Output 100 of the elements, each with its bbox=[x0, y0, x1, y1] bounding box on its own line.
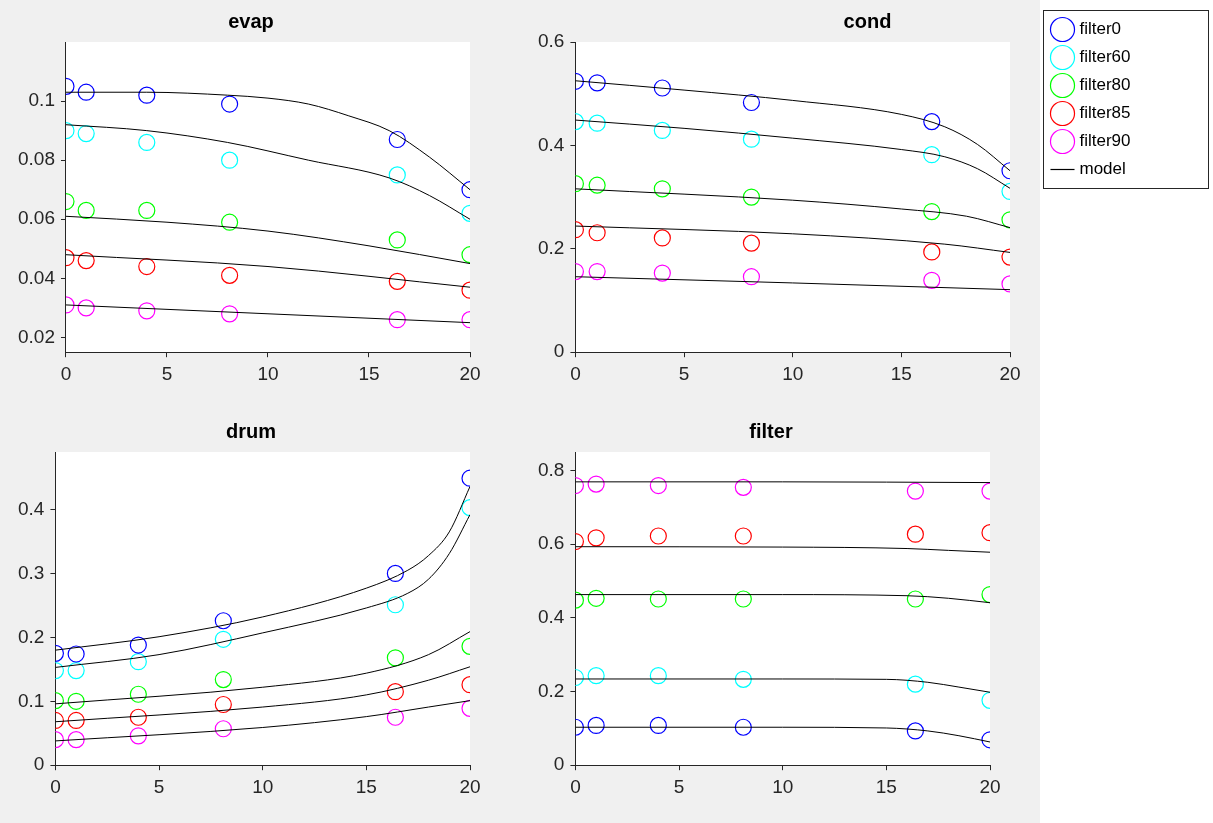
legend-label: filter60 bbox=[1079, 47, 1131, 67]
point bbox=[734, 478, 752, 496]
point bbox=[129, 653, 147, 671]
point bbox=[129, 636, 147, 654]
y-tick-label: 0.02 bbox=[18, 325, 55, 347]
point bbox=[221, 305, 239, 323]
chart-title: evap bbox=[228, 9, 274, 32]
point bbox=[742, 93, 761, 112]
x-tick-label: 5 bbox=[161, 362, 173, 384]
point bbox=[588, 224, 606, 242]
line-series bbox=[65, 215, 470, 265]
point bbox=[734, 718, 752, 736]
x-tick-label: 20 bbox=[999, 362, 1021, 384]
x-tick-label: 20 bbox=[459, 362, 481, 384]
point bbox=[587, 529, 605, 547]
chart-title: drum bbox=[226, 419, 276, 442]
x-tick-label: 0 bbox=[60, 362, 72, 384]
x-tick-label: 20 bbox=[979, 775, 1001, 797]
chart-title: cond bbox=[843, 9, 892, 32]
point bbox=[649, 527, 667, 545]
legend-label: model bbox=[1079, 159, 1126, 179]
point bbox=[587, 716, 605, 735]
point bbox=[588, 74, 606, 92]
point bbox=[653, 121, 671, 140]
point bbox=[653, 79, 671, 97]
y-tick-label: 0.06 bbox=[18, 207, 55, 229]
y-tick-label: 0.4 bbox=[17, 497, 45, 519]
point bbox=[649, 476, 667, 495]
line-series bbox=[65, 124, 470, 220]
y-tick-label: 0.6 bbox=[537, 30, 565, 52]
x-tick-label: 5 bbox=[153, 775, 165, 797]
point bbox=[734, 590, 752, 608]
point bbox=[138, 86, 156, 104]
x-tick-label: 20 bbox=[459, 775, 481, 797]
point bbox=[742, 188, 761, 206]
y-tick-label: 0.04 bbox=[18, 266, 56, 288]
x-tick-label: 10 bbox=[782, 362, 804, 384]
legend-label: filter85 bbox=[1079, 103, 1131, 123]
point bbox=[129, 727, 147, 745]
point bbox=[67, 731, 85, 749]
point bbox=[587, 475, 605, 493]
chart-title: filter bbox=[749, 419, 793, 442]
point bbox=[138, 302, 156, 320]
y-tick-label: 0.8 bbox=[537, 458, 565, 480]
point bbox=[742, 268, 761, 286]
point bbox=[653, 229, 671, 247]
y-tick-label: 0.2 bbox=[17, 625, 45, 647]
point bbox=[587, 667, 605, 685]
x-tick-label: 15 bbox=[875, 775, 897, 797]
legend-label: filter0 bbox=[1079, 19, 1122, 39]
y-tick-label: 0.3 bbox=[17, 561, 45, 583]
point bbox=[67, 692, 85, 710]
x-tick-label: 15 bbox=[358, 362, 380, 384]
y-tick-label: 0.1 bbox=[17, 689, 45, 711]
point bbox=[221, 266, 239, 284]
y-tick-label: 0.2 bbox=[537, 679, 565, 701]
point bbox=[214, 670, 232, 689]
point bbox=[214, 612, 232, 630]
x-tick-label: 10 bbox=[252, 775, 274, 797]
point bbox=[221, 213, 239, 231]
point bbox=[588, 114, 606, 132]
y-tick-label: 0 bbox=[33, 753, 45, 775]
point bbox=[129, 708, 147, 726]
point bbox=[649, 667, 667, 685]
y-tick-label: 0 bbox=[553, 340, 565, 362]
point bbox=[138, 257, 156, 276]
x-tick-label: 10 bbox=[772, 775, 794, 797]
point bbox=[221, 95, 239, 113]
y-tick-label: 0 bbox=[553, 753, 565, 775]
point bbox=[67, 645, 85, 663]
point bbox=[653, 180, 671, 198]
point bbox=[221, 151, 239, 169]
point bbox=[214, 720, 232, 738]
point bbox=[138, 133, 156, 152]
point bbox=[588, 176, 606, 194]
legend-label: filter90 bbox=[1079, 131, 1131, 151]
point bbox=[588, 262, 606, 281]
x-tick-label: 10 bbox=[257, 362, 279, 384]
point bbox=[67, 711, 85, 730]
y-tick-label: 0.08 bbox=[18, 148, 55, 170]
y-tick-label: 0.2 bbox=[537, 237, 565, 259]
y-tick-label: 0.4 bbox=[537, 133, 565, 155]
point bbox=[734, 527, 752, 545]
x-tick-label: 15 bbox=[355, 775, 377, 797]
y-tick-label: 0.6 bbox=[537, 532, 565, 554]
point bbox=[214, 630, 232, 648]
x-tick-label: 0 bbox=[570, 362, 581, 384]
x-tick-label: 5 bbox=[673, 775, 685, 797]
y-tick-label: 0.4 bbox=[537, 606, 565, 628]
point bbox=[214, 695, 232, 714]
point bbox=[653, 264, 671, 282]
point bbox=[742, 234, 761, 252]
point bbox=[742, 130, 761, 148]
point bbox=[138, 201, 156, 219]
point bbox=[587, 589, 605, 607]
point bbox=[129, 685, 147, 703]
point bbox=[734, 670, 752, 688]
x-tick-label: 0 bbox=[570, 775, 581, 797]
point bbox=[649, 716, 667, 735]
y-tick-label: 0.1 bbox=[28, 89, 55, 111]
